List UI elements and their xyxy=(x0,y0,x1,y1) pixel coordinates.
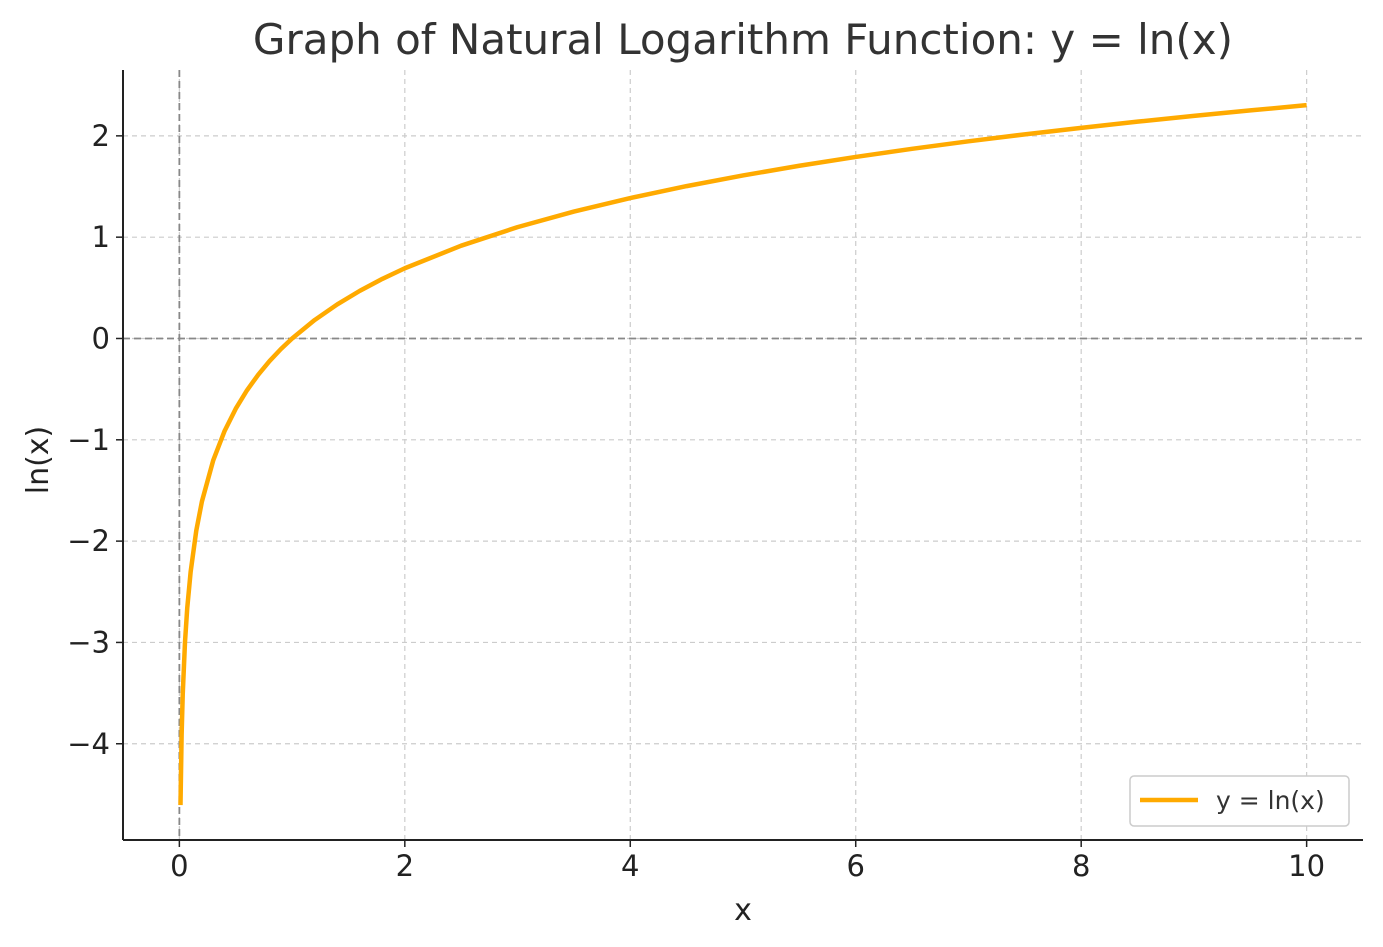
y-tick-label: 0 xyxy=(92,321,110,355)
axes xyxy=(122,70,1363,841)
y-axis-label: ln(x) xyxy=(21,426,56,495)
ticks: 0 2 4 6 8 10 −4 −3 −2 −1 0 1 2 xyxy=(67,119,1325,883)
y-tick-label: −4 xyxy=(67,727,110,761)
x-tick-label: 8 xyxy=(1072,849,1090,883)
legend-label: y = ln(x) xyxy=(1216,786,1325,815)
series-line xyxy=(178,102,1307,806)
x-axis-label: x xyxy=(734,893,752,928)
y-tick-label: −3 xyxy=(67,625,110,659)
x-tick-label: 10 xyxy=(1288,849,1325,883)
legend-box xyxy=(1129,775,1350,827)
y-tick-label: 1 xyxy=(92,220,110,254)
x-tick-label: 0 xyxy=(170,849,188,883)
series-layer xyxy=(178,102,1307,806)
y-tick-label: −1 xyxy=(67,423,110,457)
legend: y = ln(x) xyxy=(1129,775,1350,827)
x-tick-label: 6 xyxy=(847,849,865,883)
x-tick-label: 4 xyxy=(621,849,639,883)
reference-lines xyxy=(123,70,1363,840)
x-tick-label: 2 xyxy=(396,849,414,883)
y-tick-label: 2 xyxy=(92,119,110,153)
y-tick-label: −2 xyxy=(67,524,110,558)
grid xyxy=(123,70,1363,840)
chart-title: Graph of Natural Logarithm Function: y =… xyxy=(253,15,1233,64)
